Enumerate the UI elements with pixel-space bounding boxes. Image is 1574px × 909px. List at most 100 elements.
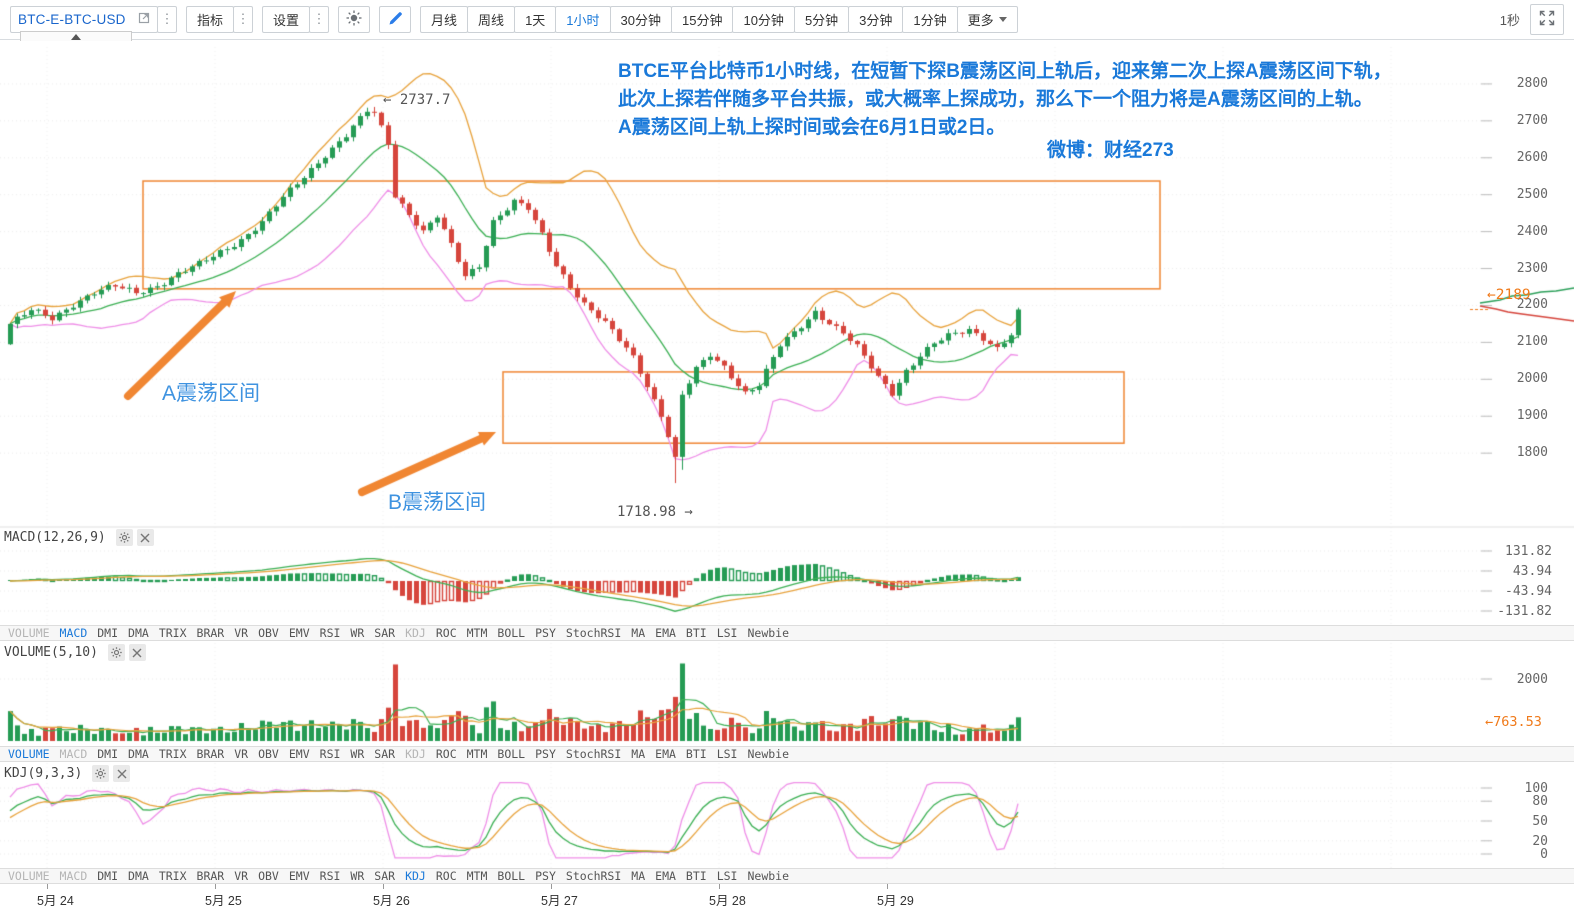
indicator-tab-trix[interactable]: TRIX: [158, 626, 187, 640]
indicator-tab-psy[interactable]: PSY: [535, 747, 556, 761]
indicator-tab-wr[interactable]: WR: [350, 869, 365, 883]
indicator-tab-stochrsi[interactable]: StochRSI: [565, 747, 622, 761]
symbol-menu-kebab-icon[interactable]: ⋮: [157, 6, 177, 33]
indicator-tab-emv[interactable]: EMV: [288, 869, 310, 883]
indicator-tab-trix[interactable]: TRIX: [158, 869, 187, 883]
indicator-tab-ma[interactable]: MA: [631, 747, 646, 761]
macd-close-icon[interactable]: [136, 529, 154, 546]
indicator-tab-newbie[interactable]: Newbie: [747, 869, 790, 883]
timeframe-button-1分钟[interactable]: 1分钟: [902, 6, 958, 33]
indicator-tab-ma[interactable]: MA: [631, 626, 646, 640]
theme-button[interactable]: [338, 6, 371, 33]
indicator-tab-ma[interactable]: MA: [631, 869, 646, 883]
indicator-tab-roc[interactable]: ROC: [435, 869, 457, 883]
timeframe-button-10分钟[interactable]: 10分钟: [732, 6, 795, 33]
indicator-tab-boll[interactable]: BOLL: [497, 626, 526, 640]
indicator-tab-wr[interactable]: WR: [350, 626, 365, 640]
macd-settings-gear-icon[interactable]: [115, 529, 133, 546]
external-link-icon[interactable]: [138, 12, 150, 27]
indicator-tab-brar[interactable]: BRAR: [196, 869, 225, 883]
indicator-tab-vr[interactable]: VR: [234, 869, 249, 883]
indicator-tab-vr[interactable]: VR: [234, 747, 249, 761]
indicator-tab-macd[interactable]: MACD: [59, 626, 88, 640]
kdj-close-icon[interactable]: [113, 765, 131, 782]
settings-button[interactable]: 设置: [262, 6, 311, 33]
indicator-tab-lsi[interactable]: LSI: [716, 869, 738, 883]
timeframe-button-1天[interactable]: 1天: [514, 6, 557, 33]
volume-close-icon[interactable]: [128, 644, 146, 661]
timeframe-button-月线[interactable]: 月线: [420, 6, 469, 33]
timeframe-button-5分钟[interactable]: 5分钟: [793, 6, 850, 33]
settings-kebab-icon[interactable]: ⋮: [309, 6, 330, 33]
indicator-tab-sar[interactable]: SAR: [374, 626, 396, 640]
timeframe-button-30分钟[interactable]: 30分钟: [609, 6, 672, 33]
indicator-tab-lsi[interactable]: LSI: [716, 747, 738, 761]
draw-button[interactable]: [379, 6, 412, 33]
indicator-tab-sar[interactable]: SAR: [374, 747, 396, 761]
timeframe-button-15分钟[interactable]: 15分钟: [671, 6, 734, 33]
indicator-tab-roc[interactable]: ROC: [435, 747, 457, 761]
indicator-tab-volume[interactable]: VOLUME: [8, 869, 50, 883]
indicator-tab-brar[interactable]: BRAR: [196, 626, 225, 640]
indicator-tab-newbie[interactable]: Newbie: [747, 626, 790, 640]
indicator-tab-obv[interactable]: OBV: [258, 869, 279, 883]
indicator-tab-macd[interactable]: MACD: [59, 747, 88, 761]
indicator-tab-rsi[interactable]: RSI: [319, 869, 341, 883]
toolbar: BTC-E-BTC-USD ⋮ 指标 ⋮ 设置 ⋮: [0, 0, 1574, 40]
fullscreen-button[interactable]: [1530, 4, 1564, 35]
indicator-tab-dmi[interactable]: DMI: [97, 747, 119, 761]
indicator-tab-mtm[interactable]: MTM: [466, 626, 488, 640]
indicator-tab-stochrsi[interactable]: StochRSI: [565, 626, 622, 640]
indicator-tab-dmi[interactable]: DMI: [97, 626, 119, 640]
volume-settings-gear-icon[interactable]: [107, 644, 125, 661]
indicator-tab-kdj[interactable]: KDJ: [405, 869, 426, 883]
indicator-tab-emv[interactable]: EMV: [288, 626, 310, 640]
indicator-tab-mtm[interactable]: MTM: [466, 747, 488, 761]
indicator-tab-kdj[interactable]: KDJ: [405, 747, 426, 761]
volume-indicator-tab-row: VOLUME MACD DMI DMA TRIX BRAR VR OBV EMV RSI WR SAR…: [0, 746, 1574, 762]
indicator-tab-dma[interactable]: DMA: [128, 626, 149, 640]
timeframe-button-3分钟[interactable]: 3分钟: [848, 6, 904, 33]
indicators-button[interactable]: 指标: [186, 6, 235, 33]
indicator-tab-volume[interactable]: VOLUME: [8, 747, 50, 761]
timeframe-button-1小时[interactable]: 1小时: [555, 6, 611, 33]
indicator-tab-ema[interactable]: EMA: [655, 626, 676, 640]
indicator-tab-psy[interactable]: PSY: [535, 869, 556, 883]
indicator-tab-macd[interactable]: MACD: [59, 869, 88, 883]
indicator-tab-kdj[interactable]: KDJ: [405, 626, 426, 640]
collapse-chart-button[interactable]: [20, 31, 132, 41]
indicator-tab-bti[interactable]: BTI: [685, 869, 707, 883]
indicator-tab-rsi[interactable]: RSI: [319, 626, 341, 640]
indicator-tab-ema[interactable]: EMA: [655, 869, 676, 883]
indicator-tab-boll[interactable]: BOLL: [497, 869, 526, 883]
indicator-tab-stochrsi[interactable]: StochRSI: [565, 869, 622, 883]
indicator-tab-dma[interactable]: DMA: [128, 869, 149, 883]
indicators-kebab-icon[interactable]: ⋮: [233, 6, 254, 33]
indicator-tab-psy[interactable]: PSY: [535, 626, 556, 640]
indicator-tab-volume[interactable]: VOLUME: [8, 626, 50, 640]
indicator-tab-bti[interactable]: BTI: [685, 747, 707, 761]
indicator-tab-brar[interactable]: BRAR: [196, 747, 225, 761]
indicator-tab-newbie[interactable]: Newbie: [747, 747, 790, 761]
indicator-tab-lsi[interactable]: LSI: [716, 626, 738, 640]
indicator-tab-ema[interactable]: EMA: [655, 747, 676, 761]
timeframe-button-周线[interactable]: 周线: [467, 6, 516, 33]
symbol-selector[interactable]: BTC-E-BTC-USD: [10, 6, 158, 33]
indicator-tab-bti[interactable]: BTI: [685, 626, 707, 640]
indicator-tab-emv[interactable]: EMV: [288, 747, 310, 761]
more-timeframes-button[interactable]: 更多: [956, 6, 1018, 33]
low-price-label: 1718.98 →: [617, 504, 693, 520]
indicator-tab-mtm[interactable]: MTM: [466, 869, 488, 883]
indicator-tab-trix[interactable]: TRIX: [158, 747, 187, 761]
indicator-tab-wr[interactable]: WR: [350, 747, 365, 761]
indicator-tab-dmi[interactable]: DMI: [97, 869, 119, 883]
indicator-tab-boll[interactable]: BOLL: [497, 747, 526, 761]
indicator-tab-obv[interactable]: OBV: [258, 747, 279, 761]
indicator-tab-rsi[interactable]: RSI: [319, 747, 341, 761]
indicator-tab-sar[interactable]: SAR: [374, 869, 396, 883]
indicator-tab-obv[interactable]: OBV: [258, 626, 279, 640]
kdj-settings-gear-icon[interactable]: [92, 765, 110, 782]
indicator-tab-dma[interactable]: DMA: [128, 747, 149, 761]
indicator-tab-vr[interactable]: VR: [234, 626, 249, 640]
indicator-tab-roc[interactable]: ROC: [435, 626, 457, 640]
